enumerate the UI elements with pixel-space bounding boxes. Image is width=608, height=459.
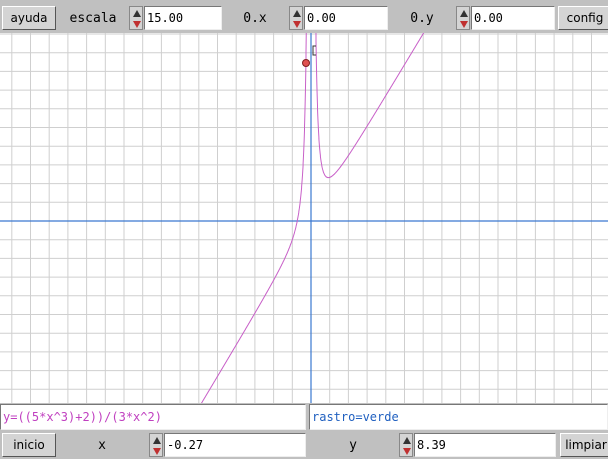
help-button[interactable]: ayuda <box>2 6 56 30</box>
scale-label: escala <box>69 10 117 26</box>
origin-y-field[interactable]: 0.00 <box>471 6 555 30</box>
trace-field[interactable]: rastro=verde <box>309 404 608 430</box>
origin-y-label: 0.y <box>410 10 434 26</box>
y-label: y <box>349 437 357 453</box>
origin-y-spinner[interactable] <box>456 6 470 30</box>
y-spinner[interactable] <box>399 433 413 457</box>
x-spinner[interactable] <box>149 433 163 457</box>
y-field[interactable]: 8.39 <box>414 433 556 457</box>
scale-spinner[interactable] <box>129 6 143 30</box>
point-marker <box>302 59 310 67</box>
origin-x-label: 0.x <box>243 10 267 26</box>
cursor <box>312 45 316 56</box>
graph-area[interactable] <box>0 33 608 403</box>
origin-x-spinner[interactable] <box>289 6 303 30</box>
x-field[interactable]: -0.27 <box>164 433 306 457</box>
grid <box>0 33 608 403</box>
config-button[interactable]: config <box>558 6 608 30</box>
clear-button[interactable]: limpiar <box>560 433 608 457</box>
function-field[interactable]: y=((5*x^3)+2))/(3*x^2) <box>0 404 306 430</box>
scale-field[interactable]: 15.00 <box>144 6 222 30</box>
x-label: x <box>98 437 106 453</box>
origin-x-field[interactable]: 0.00 <box>304 6 388 30</box>
function-curve <box>200 33 425 403</box>
start-button[interactable]: inicio <box>2 433 56 457</box>
